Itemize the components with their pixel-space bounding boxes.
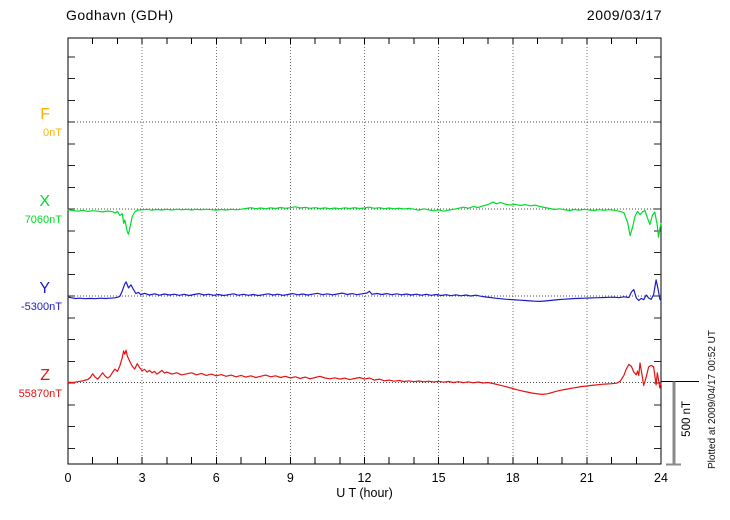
series-label-Z: Z <box>40 366 50 384</box>
series-baseline-label-Z: 55870nT <box>18 387 62 400</box>
trace-Y <box>67 279 662 302</box>
observation-date: 2009/03/17 <box>586 7 662 23</box>
x-tick-label: 6 <box>212 471 220 485</box>
series-label-F: F <box>40 106 50 123</box>
plotted-at-timestamp: Plotted at 2009/04/17 00:52 UT <box>707 330 718 469</box>
x-tick-label: 3 <box>138 471 146 485</box>
trace-Z <box>67 349 662 395</box>
trace-X <box>67 201 662 238</box>
series-label-X: X <box>39 193 50 210</box>
series-baseline-label-Y: -5300nT <box>21 301 62 313</box>
scale-bar <box>672 381 676 466</box>
x-tick-label: 21 <box>579 471 594 485</box>
series-label-Y: Y <box>39 280 50 297</box>
x-tick-label: 24 <box>654 471 668 485</box>
series-baseline-label-X: 7060nT <box>24 214 62 226</box>
x-tick-label: 9 <box>286 471 294 485</box>
x-tick-label: 15 <box>431 471 446 485</box>
scale-bar-label: 500 nT <box>681 401 693 437</box>
x-axis-label: U T (hour) <box>336 486 393 500</box>
x-tick-label: 12 <box>357 471 372 485</box>
series-baseline-label-F: 0nT <box>43 127 62 139</box>
x-tick-label: 18 <box>505 471 520 485</box>
x-tick-label: 0 <box>64 471 72 485</box>
page-title: Godhavn (GDH) <box>66 7 174 23</box>
